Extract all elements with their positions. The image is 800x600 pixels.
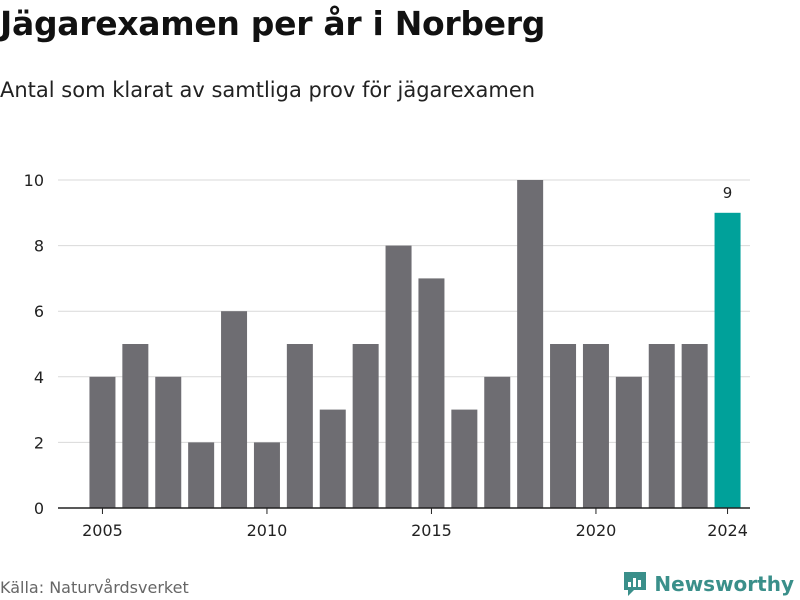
bar-2020	[582, 344, 609, 508]
bar-2019	[550, 344, 577, 508]
bar-2021	[615, 376, 642, 508]
bar-2014	[385, 245, 412, 508]
bar-2011	[286, 344, 313, 508]
x-tick-label: 2024	[707, 521, 748, 540]
x-tick-label: 2010	[247, 521, 288, 540]
bar-2005	[89, 376, 116, 508]
y-tick-label: 4	[34, 368, 44, 387]
bar-2016	[451, 409, 478, 508]
chart-title: Jägarexamen per år i Norberg	[0, 4, 546, 43]
bar-2017	[484, 376, 511, 508]
bar-2008	[188, 442, 215, 508]
source-note: Källa: Naturvårdsverket	[0, 578, 189, 597]
x-tick-label: 2020	[576, 521, 617, 540]
bar-2022	[648, 344, 675, 508]
y-tick-label: 10	[24, 171, 44, 190]
y-tick-label: 0	[34, 499, 44, 518]
y-tick-label: 6	[34, 302, 44, 321]
bar-2024	[714, 212, 741, 509]
bar-2018	[517, 180, 544, 508]
data-label-2024: 9	[723, 184, 733, 202]
data-labels: 9	[723, 184, 733, 202]
newsworthy-icon	[624, 572, 647, 596]
bar-2006	[122, 344, 149, 508]
y-tick-label: 2	[34, 433, 44, 452]
brand-name: Newsworthy	[654, 572, 794, 596]
brand-logo[interactable]: Newsworthy	[622, 570, 794, 598]
bar-2013	[352, 344, 379, 508]
bar-2023	[681, 344, 708, 508]
y-axis-ticks: 0 2 4 6 8 10	[24, 171, 44, 518]
bar-2015	[418, 278, 445, 508]
chart-subtitle: Antal som klarat av samtliga prov för jä…	[0, 78, 536, 102]
bar-2009	[221, 311, 248, 508]
bar-2007	[155, 376, 182, 508]
x-tick-label: 2005	[82, 521, 123, 540]
x-axis-ticks: 2005 2010 2015 2020 2024	[82, 508, 748, 540]
y-tick-label: 8	[34, 237, 44, 256]
bars	[89, 180, 741, 509]
bar-2012	[319, 409, 346, 508]
x-tick-label: 2015	[411, 521, 452, 540]
bar-2010	[253, 442, 280, 508]
